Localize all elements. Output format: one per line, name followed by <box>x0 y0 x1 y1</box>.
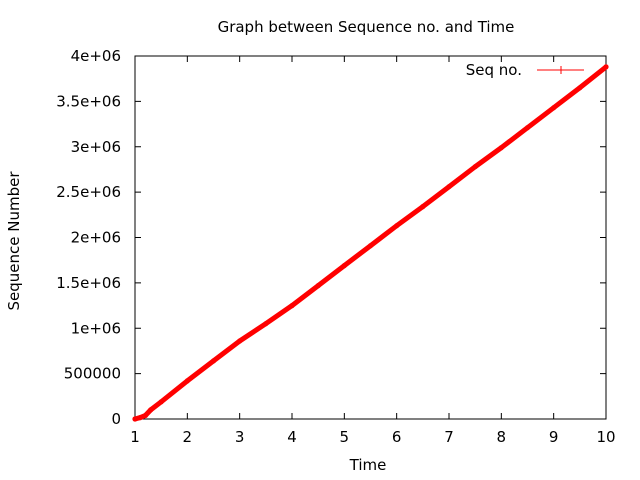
y-tick-label: 500000 <box>64 365 121 383</box>
data-point <box>341 263 347 269</box>
data-point <box>137 415 143 421</box>
data-point <box>237 338 243 344</box>
data-point <box>551 105 557 111</box>
data-point <box>263 321 269 327</box>
x-tick-label: 5 <box>340 428 350 446</box>
y-axis-label: Sequence Number <box>5 171 23 311</box>
data-point <box>577 85 583 91</box>
legend: Seq no. <box>466 61 584 79</box>
legend-label: Seq no. <box>466 61 522 79</box>
data-point <box>394 223 400 229</box>
x-tick-label: 3 <box>235 428 245 446</box>
y-axis: 0 500000 1e+06 1.5e+06 2e+06 2.5e+06 3e+06 3.5e… <box>56 47 606 428</box>
y-tick-label: 3.5e+06 <box>56 92 121 110</box>
y-tick-label: 2e+06 <box>71 229 121 247</box>
y-tick-label: 1.5e+06 <box>56 274 121 292</box>
data-point <box>148 407 154 413</box>
x-tick-label: 6 <box>392 428 402 446</box>
y-tick-label: 4e+06 <box>71 47 121 65</box>
data-point <box>158 399 164 405</box>
data-point <box>498 145 504 151</box>
data-point <box>524 125 531 131</box>
x-axis: 1 2 3 4 5 6 7 8 9 10 <box>130 56 616 446</box>
series-layer <box>132 64 609 422</box>
data-point <box>367 243 374 249</box>
data-point <box>603 64 609 70</box>
data-point <box>315 283 321 289</box>
data-point <box>132 416 138 422</box>
series-line <box>132 64 609 422</box>
chart-title: Graph between Sequence no. and Time <box>218 18 515 36</box>
x-tick-label: 10 <box>596 428 615 446</box>
x-tick-label: 2 <box>183 428 193 446</box>
data-point <box>472 164 478 170</box>
x-tick-label: 8 <box>497 428 507 446</box>
y-tick-label: 2.5e+06 <box>56 183 121 201</box>
y-tick-label: 0 <box>111 410 121 428</box>
x-tick-label: 7 <box>444 428 454 446</box>
data-point <box>184 378 190 384</box>
x-axis-label: Time <box>349 456 387 474</box>
y-tick-label: 3e+06 <box>71 138 121 156</box>
y-tick-label: 1e+06 <box>71 319 121 337</box>
x-tick-label: 9 <box>549 428 559 446</box>
data-point <box>420 204 426 210</box>
data-point <box>142 412 149 418</box>
x-tick-label: 4 <box>287 428 297 446</box>
x-tick-label: 1 <box>130 428 140 446</box>
data-point <box>446 184 452 190</box>
data-point <box>210 358 217 364</box>
data-point <box>289 303 295 309</box>
